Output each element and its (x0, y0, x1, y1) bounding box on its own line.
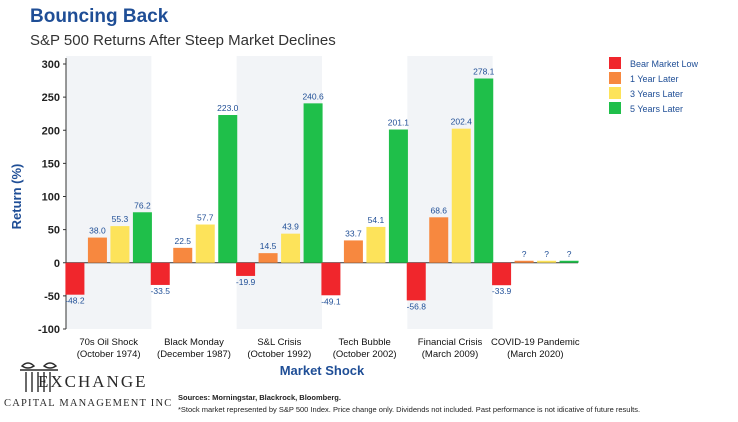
x-tick-label: (March 2009) (422, 349, 479, 360)
bar (492, 262, 512, 286)
chart-subtitle: S&P 500 Returns After Steep Market Decli… (30, 32, 336, 49)
data-label: ? (522, 249, 527, 259)
bar (537, 260, 557, 263)
legend-label: 5 Years Later (630, 104, 683, 114)
y-tick-label: 0 (54, 258, 60, 270)
data-label: ? (567, 249, 572, 259)
legend-swatch (609, 57, 621, 69)
x-tick-label: (December 1987) (157, 349, 231, 360)
legend-label: 3 Years Later (630, 89, 683, 99)
column-logo-icon (20, 362, 58, 392)
bar (474, 78, 494, 263)
data-label: 57.7 (197, 213, 214, 223)
legend-swatch (609, 72, 621, 84)
disclaimer-note: *Stock market represented by S&P 500 Ind… (178, 405, 641, 414)
data-label: 201.1 (388, 118, 410, 128)
data-label: -19.9 (236, 277, 256, 287)
sources-note: Sources: Morningstar, Blackrock, Bloombe… (178, 393, 341, 402)
bar (236, 262, 256, 276)
bar (321, 262, 341, 296)
data-label: 55.3 (112, 214, 129, 224)
legend-label: 1 Year Later (630, 74, 679, 84)
y-tick-label: 200 (42, 125, 60, 137)
x-tick-label: (October 1974) (77, 349, 141, 360)
data-label: 38.0 (89, 226, 106, 236)
x-tick-label: (March 2020) (507, 349, 564, 360)
y-tick-label: 300 (42, 59, 60, 71)
data-label: 223.0 (217, 103, 239, 113)
bar (281, 233, 301, 263)
legend-swatch (609, 87, 621, 99)
y-tick-label: -50 (44, 291, 60, 303)
bar (258, 253, 278, 263)
x-tick-label: 70s Oil Shock (79, 337, 138, 348)
chart-title: Bouncing Back (30, 6, 169, 27)
data-label: 240.6 (302, 91, 324, 101)
data-label: -48.2 (65, 296, 85, 306)
data-label: -33.9 (492, 286, 512, 296)
x-tick-label: Tech Bubble (339, 337, 391, 348)
data-label: 43.9 (282, 222, 299, 232)
logo-name: EXCHANGE (38, 372, 148, 391)
data-label: 68.6 (430, 205, 447, 215)
bar (218, 115, 238, 263)
data-label: 278.1 (473, 67, 495, 77)
data-label: -33.5 (151, 286, 171, 296)
bar (132, 212, 152, 263)
bar (110, 226, 130, 263)
bar (65, 262, 85, 295)
legend-label: Bear Market Low (630, 59, 699, 69)
y-tick-label: 100 (42, 192, 60, 204)
bar (429, 217, 449, 263)
data-label: 202.4 (451, 117, 473, 127)
data-label: 54.1 (368, 215, 385, 225)
x-tick-label: Black Monday (164, 337, 224, 348)
x-tick-label: (October 1992) (247, 349, 311, 360)
bar (173, 247, 193, 263)
x-tick-label: COVID-19 Pandemic (491, 337, 580, 348)
x-tick-label: S&L Crisis (257, 337, 301, 348)
bar (559, 260, 579, 263)
bar (195, 224, 215, 263)
data-label: -56.8 (407, 301, 427, 311)
bar-chart: 300 250 200 150 100 50 0 -50 -100 Return (%) -48.2… (9, 56, 699, 378)
bar (451, 128, 471, 263)
y-axis-label: Return (%) (9, 164, 24, 230)
y-tick-label: -100 (38, 324, 60, 336)
y-tick-label: 150 (42, 158, 60, 170)
data-label: 14.5 (260, 241, 277, 251)
bar (343, 240, 363, 263)
bar (303, 103, 323, 263)
data-label: 76.2 (134, 200, 151, 210)
legend-swatch (609, 102, 621, 114)
data-label: ? (544, 249, 549, 259)
bar (514, 260, 534, 263)
x-tick-label: (October 2002) (333, 349, 397, 360)
y-tick-label: 50 (48, 225, 60, 237)
data-label: 33.7 (345, 228, 362, 238)
x-tick-label: Financial Crisis (418, 337, 483, 348)
y-tick-label: 250 (42, 92, 60, 104)
bar (87, 237, 107, 263)
bar (150, 262, 170, 285)
x-axis-label: Market Shock (280, 363, 365, 378)
bar (388, 129, 408, 263)
bar (406, 262, 426, 301)
bar (366, 226, 386, 263)
data-label: -49.1 (321, 296, 341, 306)
logo-subtitle: CAPITAL MANAGEMENT INC (4, 398, 173, 409)
data-label: 22.5 (174, 236, 191, 246)
